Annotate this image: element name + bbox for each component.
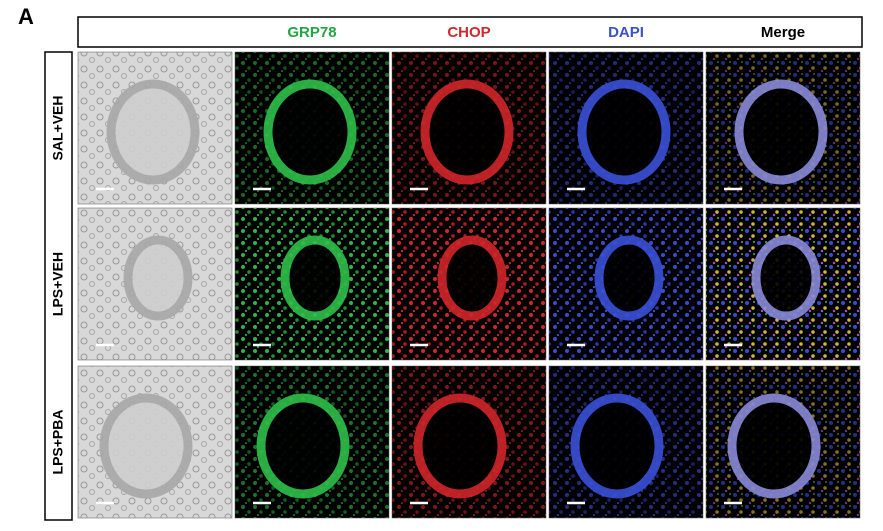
airway [123,235,193,321]
airway [413,393,507,499]
airway [420,79,514,185]
micrograph [391,51,547,205]
row-label: LPS+VEH [50,252,66,316]
airway [263,79,357,185]
micrograph [391,365,547,519]
airway [106,79,200,185]
airway [594,235,664,321]
image-grid [77,51,861,519]
micrograph [548,365,704,519]
row-label-box [44,51,73,521]
airway [437,235,507,321]
micrograph [77,207,233,361]
column-header: CHOP [447,24,490,41]
airway [751,235,821,321]
airway [99,393,193,499]
micrograph [705,51,861,205]
row-label: LPS+PBA [50,410,66,475]
micrograph [234,51,390,205]
micrograph [234,365,390,519]
airway [734,79,828,185]
airway [577,79,671,185]
micrograph [548,207,704,361]
micrograph [234,207,390,361]
airway [570,393,664,499]
column-header: GRP78 [287,24,336,41]
header-box [77,16,863,48]
row-label: SAL+VEH [50,96,66,161]
micrograph [705,207,861,361]
airway [280,235,350,321]
column-header: Merge [761,24,805,41]
micrograph [548,51,704,205]
column-header: DAPI [608,24,644,41]
micrograph [77,365,233,519]
micrograph [77,51,233,205]
airway [727,393,821,499]
micrograph [391,207,547,361]
airway [256,393,350,499]
micrograph [705,365,861,519]
panel-label: A [18,4,34,29]
